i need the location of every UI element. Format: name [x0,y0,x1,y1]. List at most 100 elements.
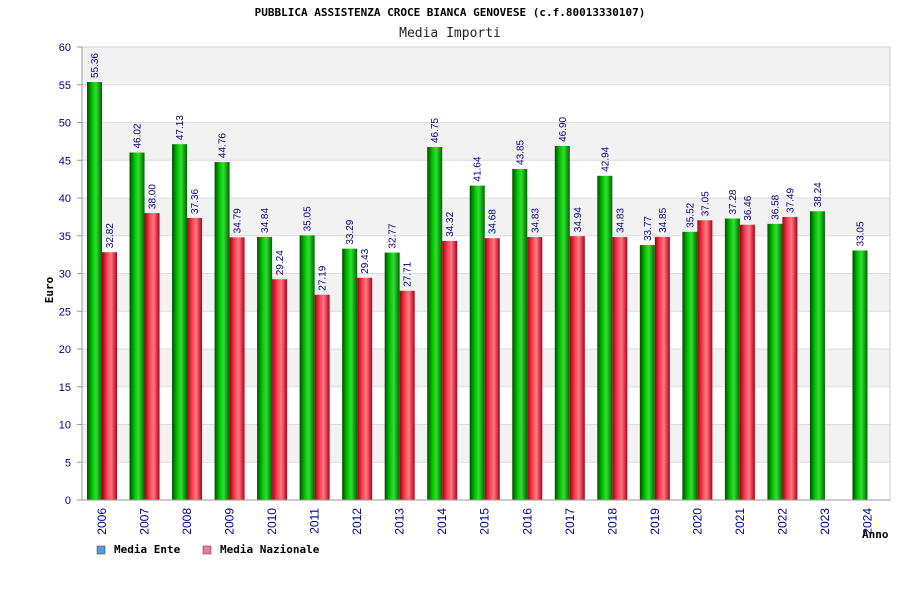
bar-ente [682,231,698,500]
value-label: 29.24 [275,250,286,275]
x-tick-label: 2021 [733,508,747,535]
value-label: 36.58 [770,194,781,219]
bar-nazionale [484,238,500,500]
value-label: 41.64 [473,156,484,181]
y-axis-label: Euro [43,276,56,303]
y-tick-label: 10 [59,420,71,432]
y-tick-label: 35 [59,231,71,243]
bar-nazionale [399,290,415,500]
bar-nazionale [229,237,245,500]
y-axis-ticks: 0 5 10 15 20 25 30 35 40 45 50 55 60 [59,42,82,507]
bar-nazionale [654,236,670,500]
bar-nazionale [569,236,585,500]
bar-ente [639,245,655,500]
value-label: 37.49 [785,187,796,212]
value-label: 46.75 [430,118,441,143]
y-tick-label: 25 [59,306,71,318]
plot-band [82,122,890,161]
value-label: 34.32 [445,211,456,236]
bar-ente [767,223,783,501]
legend: Media Ente Media Nazionale [96,543,320,556]
x-tick-label: 2023 [818,508,832,535]
x-tick-label: 2009 [223,508,237,535]
bar-nazionale [442,240,458,500]
value-label: 34.68 [488,209,499,234]
bar-ente [512,168,528,500]
chart-title: PUBBLICA ASSISTENZA CROCE BIANCA GENOVES… [255,6,646,19]
bar-nazionale [357,277,373,500]
x-tick-label: 2016 [520,508,534,535]
legend-swatch-nazionale [202,545,212,555]
value-labels: 55.36 32.82 46.02 38.00 47.13 37.36 44.76 34.79… [90,53,866,291]
bar-nazionale [314,294,330,500]
value-label: 27.71 [403,261,414,286]
value-label: 34.84 [260,207,271,232]
bar-ente [427,147,443,500]
x-tick-label: 2017 [563,508,577,535]
x-tick-label: 2020 [690,508,704,535]
value-label: 38.24 [813,182,824,207]
x-tick-label: 2007 [138,508,152,535]
x-tick-label: 2015 [478,508,492,535]
plot-band [82,160,890,198]
x-tick-label: 2006 [95,508,109,535]
y-tick-label: 30 [59,269,71,281]
bar-ente [299,235,315,500]
value-label: 46.90 [558,116,569,141]
value-label: 37.36 [190,188,201,213]
value-label: 47.13 [175,115,186,140]
x-tick-label: 2019 [648,508,662,535]
legend-label-ente: Media Ente [114,543,181,556]
value-label: 42.94 [600,146,611,171]
plot-band [82,47,890,85]
value-label: 34.83 [615,208,626,233]
bar-nazionale [187,217,203,500]
legend-swatch-ente [96,545,106,555]
value-label: 34.83 [530,208,541,233]
y-tick-label: 0 [65,495,71,507]
value-label: 43.85 [515,139,526,164]
value-label: 46.02 [133,123,144,148]
bar-nazionale [739,224,755,501]
x-tick-label: 2010 [265,508,279,535]
value-label: 36.46 [743,195,754,220]
bar-ente [87,82,102,501]
x-tick-label: 2008 [180,508,194,535]
value-label: 55.36 [90,53,101,78]
x-tick-label: 2011 [308,508,322,534]
x-tick-label: 2013 [393,508,407,535]
bar-ente [554,145,570,500]
bar-ente [852,250,868,500]
y-tick-label: 20 [59,344,71,356]
plot-band [82,84,890,123]
value-label: 37.05 [700,191,711,216]
bar-ente [342,248,358,500]
value-label: 27.19 [318,265,329,290]
y-tick-label: 15 [59,382,71,394]
value-label: 33.29 [345,219,356,244]
bar-ente [214,162,230,500]
bar-ente [129,152,145,500]
value-label: 35.05 [303,206,314,231]
value-label: 38.00 [148,184,159,209]
chart-subtitle: Media Importi [399,26,501,41]
value-label: 29.43 [360,248,371,273]
bar-ente [724,218,740,500]
bar-ente [384,252,400,500]
bar-nazionale [272,279,288,500]
value-label: 34.79 [233,208,244,233]
bar-ente [597,175,613,501]
x-tick-label: 2018 [605,508,619,535]
value-label: 33.77 [643,216,654,241]
y-tick-label: 50 [59,118,71,130]
value-label: 32.77 [388,223,399,248]
value-label: 34.94 [573,207,584,232]
y-tick-label: 45 [59,155,71,167]
value-label: 32.82 [105,223,116,248]
y-tick-label: 40 [59,193,71,205]
x-axis-label: Anno [862,528,889,541]
value-label: 34.85 [658,207,669,232]
bar-nazionale [102,252,117,500]
value-label: 37.28 [728,189,739,214]
